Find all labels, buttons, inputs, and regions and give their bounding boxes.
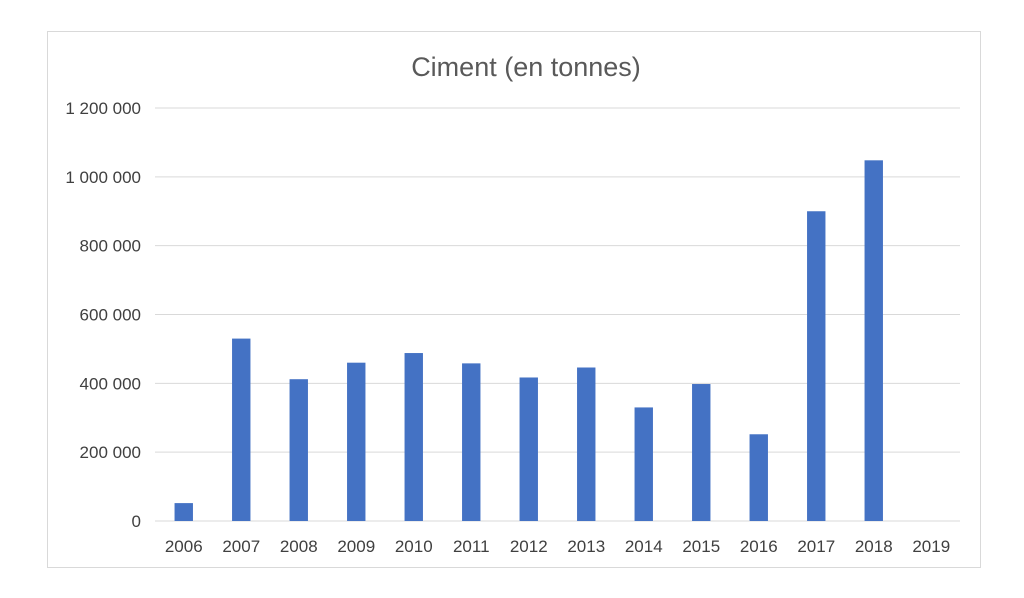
bar-2016	[749, 434, 768, 521]
x-tick-label: 2016	[740, 537, 778, 556]
bar-2014	[634, 407, 653, 521]
bar-2017	[807, 211, 826, 521]
x-tick-label: 2019	[912, 537, 950, 556]
bar-2008	[289, 379, 308, 521]
y-tick-label: 400 000	[80, 374, 141, 393]
y-axis-tick-labels: 0 200 000 400 000 600 000 800 000 1 000 000 1 …	[65, 99, 141, 531]
x-tick-label: 2006	[165, 537, 203, 556]
bar-2015	[692, 384, 711, 521]
x-tick-label: 2018	[855, 537, 893, 556]
chart-title: Ciment (en tonnes)	[411, 52, 641, 82]
x-tick-label: 2014	[625, 537, 663, 556]
bars	[174, 160, 883, 521]
bar-2012	[519, 377, 538, 521]
x-tick-label: 2017	[797, 537, 835, 556]
bar-2013	[577, 367, 596, 521]
x-tick-label: 2008	[280, 537, 318, 556]
bar-2007	[232, 338, 251, 521]
x-axis-tick-labels: 2006 2007 2008 2009 2010 2011 2012 2013 2014 2015…	[165, 537, 950, 556]
bar-2009	[347, 362, 366, 521]
bar-2018	[864, 160, 883, 521]
gridlines	[155, 107, 960, 522]
x-tick-label: 2011	[453, 537, 490, 556]
x-tick-label: 2015	[682, 537, 720, 556]
bar-2006	[174, 503, 193, 521]
y-tick-label: 1 000 000	[65, 168, 141, 187]
bar-2011	[462, 363, 481, 521]
x-tick-label: 2007	[222, 537, 260, 556]
y-tick-label: 800 000	[80, 237, 141, 256]
x-tick-label: 2009	[337, 537, 375, 556]
y-tick-label: 200 000	[80, 443, 141, 462]
y-tick-label: 1 200 000	[65, 99, 141, 118]
x-tick-label: 2012	[510, 537, 548, 556]
y-tick-label: 600 000	[80, 306, 141, 325]
x-tick-label: 2010	[395, 537, 433, 556]
bar-2010	[404, 353, 423, 521]
y-tick-label: 0	[132, 512, 141, 531]
x-tick-label: 2013	[567, 537, 605, 556]
